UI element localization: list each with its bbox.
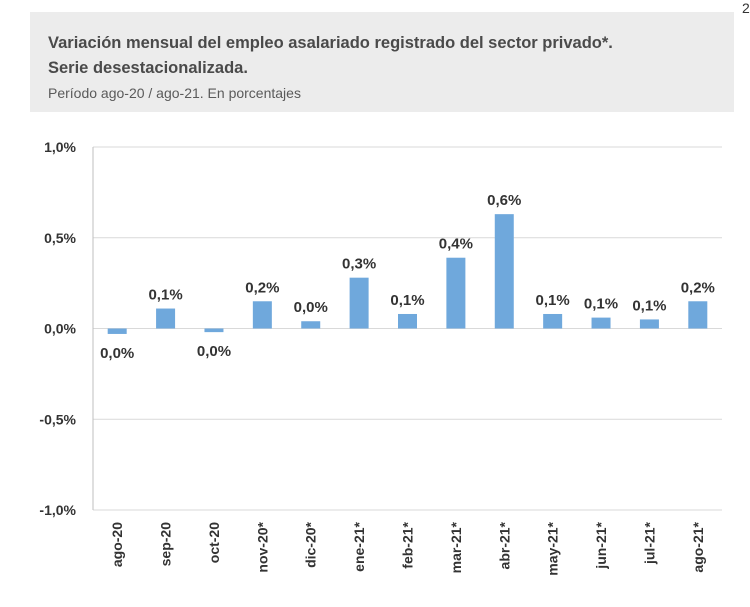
x-tick-label: jun-21* (593, 521, 609, 569)
x-tick-label: ene-21* (351, 521, 367, 571)
chart-title-line-2: Serie desestacionalizada. (48, 59, 248, 77)
chart-title: Variación mensual del empleo asalariado … (48, 31, 734, 81)
bar (688, 301, 708, 329)
bars (107, 214, 708, 334)
data-label: 0,0% (294, 299, 328, 316)
y-tick-labels: 1,0% 0,5% 0,0% -0,5% -1,0% (39, 139, 76, 518)
x-tick-label: ago-20 (109, 522, 125, 567)
bar (107, 328, 127, 334)
bar (591, 317, 611, 329)
x-tick-label: dic-20* (303, 521, 319, 567)
y-tick-label: -1,0% (39, 502, 76, 518)
data-label: 0,2% (245, 279, 279, 296)
data-label: 0,1% (390, 292, 424, 309)
y-tick-label: -0,5% (39, 411, 76, 427)
x-tick-label: sep-20 (158, 522, 174, 567)
x-tick-label: nov-20* (254, 521, 270, 572)
x-tick-label: abr-21* (496, 521, 512, 569)
chart-title-line-1: Variación mensual del empleo asalariado … (48, 34, 613, 52)
bar (301, 321, 321, 329)
x-tick-label: mar-21* (448, 521, 464, 573)
chart-subtitle: Período ago-20 / ago-21. En porcentajes (48, 85, 301, 101)
data-label: 0,6% (487, 192, 521, 209)
bar (156, 308, 176, 329)
y-tick-label: 0,5% (44, 230, 76, 246)
bar (543, 313, 563, 329)
bar (252, 301, 272, 329)
data-label: 0,4% (439, 236, 473, 253)
data-label: 0,1% (632, 297, 666, 314)
data-label: 0,1% (148, 287, 182, 304)
stray-mark: 2 (742, 0, 750, 16)
y-tick-label: 1,0% (44, 139, 76, 155)
y-tick-label: 0,0% (44, 321, 76, 337)
bar (398, 313, 417, 329)
x-tick-label: ago-21* (690, 521, 706, 572)
data-label: 0,0% (197, 343, 231, 360)
bar (349, 277, 369, 329)
bar (446, 257, 466, 329)
x-tick-label: jul-21* (641, 521, 657, 565)
data-label: 0,1% (536, 292, 570, 309)
data-labels: 0,0% 0,1% 0,0% 0,2% 0,0% 0,3% 0,1% 0,4% 0,6% 0,1%… (100, 192, 715, 362)
bar (494, 214, 514, 329)
x-tick-label: may-21* (545, 521, 561, 575)
x-tick-label: oct-20 (206, 522, 222, 563)
data-label: 0,3% (342, 256, 376, 273)
x-tick-labels: ago-20 sep-20 oct-20 nov-20* dic-20* ene-21* f… (109, 521, 706, 575)
data-label: 0,2% (681, 279, 715, 296)
bar (639, 319, 659, 329)
data-label: 0,0% (100, 345, 134, 362)
gridlines (93, 146, 722, 511)
x-tick-label: feb-21* (400, 521, 416, 568)
data-label: 0,1% (584, 296, 618, 313)
chart-header: Variación mensual del empleo asalariado … (30, 12, 734, 112)
bar (204, 328, 224, 333)
